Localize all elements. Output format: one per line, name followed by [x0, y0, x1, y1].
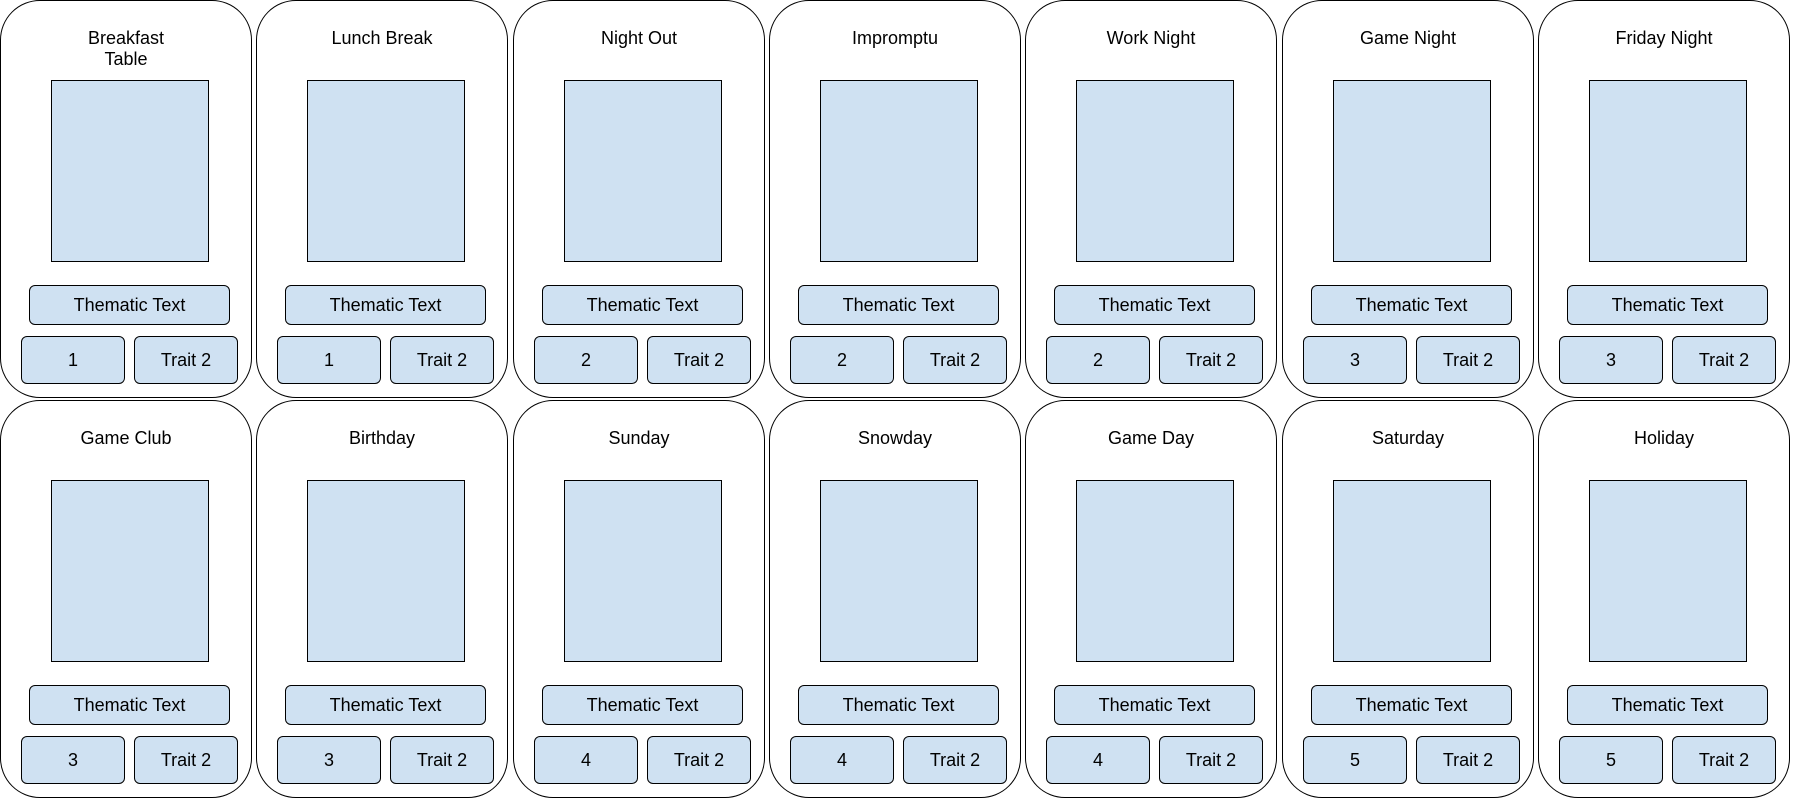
card: Holiday Thematic Text 5 Trait 2: [1538, 400, 1790, 798]
card-title: Snowday: [857, 428, 933, 448]
trait-1-box: 4: [534, 736, 638, 784]
card-title: Friday Night: [1615, 28, 1713, 48]
trait-1-box: 3: [21, 736, 125, 784]
trait-2-box: Trait 2: [1416, 336, 1520, 384]
thematic-text-box: Thematic Text: [285, 685, 486, 725]
card-title: Birthday: [348, 428, 416, 448]
thematic-text-box: Thematic Text: [798, 285, 999, 325]
card: Sunday Thematic Text 4 Trait 2: [513, 400, 765, 798]
trait-2-box: Trait 2: [390, 736, 494, 784]
card-title: Game Night: [1359, 28, 1457, 48]
trait-2-box: Trait 2: [903, 736, 1007, 784]
card-art-placeholder: [820, 480, 978, 662]
trait-2-box: Trait 2: [647, 736, 751, 784]
card-art-placeholder: [564, 80, 722, 262]
card-art-placeholder: [1076, 480, 1234, 662]
card-title: Sunday: [608, 428, 670, 448]
card: Snowday Thematic Text 4 Trait 2: [769, 400, 1021, 798]
card-title: Work Night: [1106, 28, 1196, 48]
thematic-text-box: Thematic Text: [1567, 285, 1768, 325]
card: Lunch Break Thematic Text 1 Trait 2: [256, 0, 508, 398]
card-title: Breakfast Table: [87, 28, 165, 69]
trait-1-box: 5: [1303, 736, 1407, 784]
trait-1-box: 2: [790, 336, 894, 384]
trait-1-box: 1: [21, 336, 125, 384]
trait-1-box: 4: [790, 736, 894, 784]
trait-2-box: Trait 2: [134, 736, 238, 784]
card-art-placeholder: [1333, 480, 1491, 662]
card: Work Night Thematic Text 2 Trait 2: [1025, 0, 1277, 398]
card-art-placeholder: [564, 480, 722, 662]
trait-1-box: 1: [277, 336, 381, 384]
thematic-text-box: Thematic Text: [29, 285, 230, 325]
thematic-text-box: Thematic Text: [1567, 685, 1768, 725]
card-art-placeholder: [1589, 480, 1747, 662]
trait-1-box: 3: [277, 736, 381, 784]
card-title: Night Out: [600, 28, 678, 48]
trait-1-box: 4: [1046, 736, 1150, 784]
trait-2-box: Trait 2: [1159, 336, 1263, 384]
card-title: Impromptu: [851, 28, 939, 48]
card-art-placeholder: [51, 80, 209, 262]
card: Saturday Thematic Text 5 Trait 2: [1282, 400, 1534, 798]
card-art-placeholder: [51, 480, 209, 662]
card-art-placeholder: [307, 480, 465, 662]
card-title: Game Day: [1107, 428, 1195, 448]
trait-1-box: 2: [1046, 336, 1150, 384]
card: Game Night Thematic Text 3 Trait 2: [1282, 0, 1534, 398]
card-art-placeholder: [1333, 80, 1491, 262]
card-art-placeholder: [1589, 80, 1747, 262]
card: Game Club Thematic Text 3 Trait 2: [0, 400, 252, 798]
thematic-text-box: Thematic Text: [285, 285, 486, 325]
trait-1-box: 5: [1559, 736, 1663, 784]
card-title: Holiday: [1633, 428, 1695, 448]
trait-2-box: Trait 2: [1416, 736, 1520, 784]
card-title: Game Club: [80, 428, 172, 448]
thematic-text-box: Thematic Text: [1311, 685, 1512, 725]
trait-2-box: Trait 2: [390, 336, 494, 384]
trait-2-box: Trait 2: [1159, 736, 1263, 784]
thematic-text-box: Thematic Text: [1054, 685, 1255, 725]
card-art-placeholder: [820, 80, 978, 262]
card-title: Lunch Break: [331, 28, 433, 48]
trait-2-box: Trait 2: [903, 336, 1007, 384]
thematic-text-box: Thematic Text: [1311, 285, 1512, 325]
card-art-placeholder: [1076, 80, 1234, 262]
card: Breakfast Table Thematic Text 1 Trait 2: [0, 0, 252, 398]
trait-2-box: Trait 2: [134, 336, 238, 384]
thematic-text-box: Thematic Text: [542, 285, 743, 325]
trait-2-box: Trait 2: [1672, 336, 1776, 384]
trait-2-box: Trait 2: [1672, 736, 1776, 784]
card: Birthday Thematic Text 3 Trait 2: [256, 400, 508, 798]
thematic-text-box: Thematic Text: [798, 685, 999, 725]
trait-2-box: Trait 2: [647, 336, 751, 384]
thematic-text-box: Thematic Text: [542, 685, 743, 725]
trait-1-box: 3: [1559, 336, 1663, 384]
thematic-text-box: Thematic Text: [1054, 285, 1255, 325]
card: Night Out Thematic Text 2 Trait 2: [513, 0, 765, 398]
card-title: Saturday: [1371, 428, 1445, 448]
card: Game Day Thematic Text 4 Trait 2: [1025, 400, 1277, 798]
trait-1-box: 2: [534, 336, 638, 384]
thematic-text-box: Thematic Text: [29, 685, 230, 725]
card-art-placeholder: [307, 80, 465, 262]
card: Friday Night Thematic Text 3 Trait 2: [1538, 0, 1790, 398]
trait-1-box: 3: [1303, 336, 1407, 384]
card: Impromptu Thematic Text 2 Trait 2: [769, 0, 1021, 398]
